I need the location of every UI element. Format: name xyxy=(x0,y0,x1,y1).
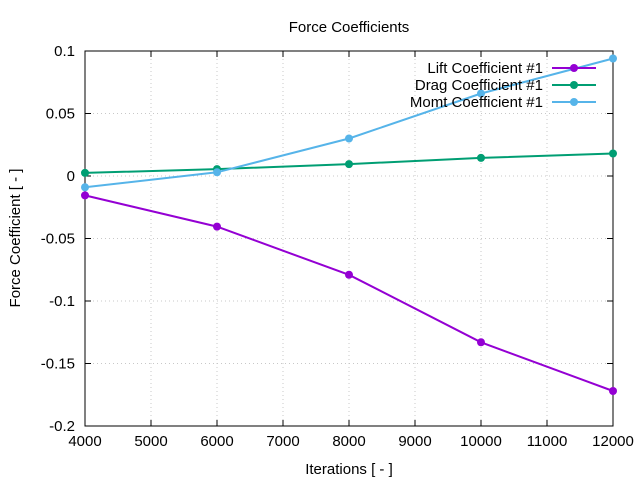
drag-point xyxy=(609,149,617,158)
lift-point xyxy=(477,338,485,347)
x-tick-label: 7000 xyxy=(266,433,299,450)
x-tick-label: 4000 xyxy=(68,433,101,450)
x-tick-label: 9000 xyxy=(398,433,431,450)
y-tick-label: 0.05 xyxy=(46,106,75,123)
drag-legend-label: Drag Coefficient #1 xyxy=(415,77,543,94)
chart-title: Force Coefficients xyxy=(289,19,410,36)
x-tick-label: 11000 xyxy=(527,433,568,450)
x-axis-label: Iterations [ - ] xyxy=(305,461,393,478)
drag-legend-marker xyxy=(570,81,578,89)
momt-point xyxy=(345,134,353,143)
lift-point xyxy=(345,270,353,279)
momt-point xyxy=(213,168,221,177)
momt-point xyxy=(81,183,89,192)
y-tick-label: 0.1 xyxy=(54,43,75,60)
y-tick-label: -0.2 xyxy=(49,418,75,435)
x-tick-label: 6000 xyxy=(200,433,233,450)
lift-series xyxy=(81,191,617,395)
y-axis-label: Force Coefficient [ - ] xyxy=(7,169,24,308)
x-tick-label: 8000 xyxy=(332,433,365,450)
x-tick-label: 10000 xyxy=(460,433,502,450)
lift-point xyxy=(81,191,89,200)
series-layer xyxy=(81,54,617,395)
drag-point xyxy=(81,168,89,177)
momt-legend-marker xyxy=(570,98,578,106)
y-tick-label: -0.15 xyxy=(41,356,75,373)
lift-legend-marker xyxy=(570,64,578,72)
lift-legend-label: Lift Coefficient #1 xyxy=(427,60,543,77)
lift-point xyxy=(609,387,617,395)
x-tick-labels: 4000 5000 6000 7000 8000 9000 10000 11000 12000 xyxy=(68,433,634,450)
momt-point xyxy=(477,89,485,98)
y-tick-label: -0.1 xyxy=(49,293,75,310)
x-tick-label: 5000 xyxy=(134,433,167,450)
momt-point xyxy=(609,54,617,63)
lift-point xyxy=(213,222,221,231)
drag-point xyxy=(477,153,485,162)
drag-series xyxy=(81,149,617,177)
drag-point xyxy=(345,160,353,169)
momt-legend-label: Momt Coefficient #1 xyxy=(410,94,543,111)
x-tick-label: 12000 xyxy=(592,433,634,450)
y-tick-labels: -0.2 -0.15 -0.1 -0.05 0 0.05 0.1 xyxy=(41,43,75,435)
y-tick-label: -0.05 xyxy=(41,231,75,248)
momt-series xyxy=(81,54,617,192)
axis-ticks xyxy=(84,50,614,427)
y-tick-label: 0 xyxy=(67,168,75,185)
